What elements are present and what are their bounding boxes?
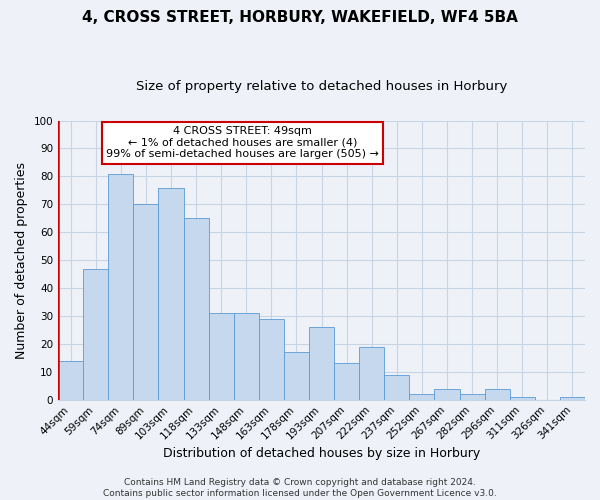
Bar: [233, 313, 259, 400]
Bar: [133, 204, 158, 400]
Bar: [259, 319, 284, 400]
Bar: [560, 397, 585, 400]
Text: 4, CROSS STREET, HORBURY, WAKEFIELD, WF4 5BA: 4, CROSS STREET, HORBURY, WAKEFIELD, WF4…: [82, 10, 518, 25]
Bar: [209, 313, 233, 400]
Bar: [434, 388, 460, 400]
Y-axis label: Number of detached properties: Number of detached properties: [15, 162, 28, 358]
Bar: [334, 364, 359, 400]
Bar: [108, 174, 133, 400]
Title: Size of property relative to detached houses in Horbury: Size of property relative to detached ho…: [136, 80, 507, 93]
Bar: [384, 374, 409, 400]
Bar: [409, 394, 434, 400]
Bar: [184, 218, 209, 400]
Bar: [83, 268, 108, 400]
Bar: [359, 346, 384, 400]
Bar: [284, 352, 309, 400]
Bar: [510, 397, 535, 400]
Bar: [460, 394, 485, 400]
X-axis label: Distribution of detached houses by size in Horbury: Distribution of detached houses by size …: [163, 447, 480, 460]
Bar: [309, 327, 334, 400]
Bar: [58, 360, 83, 400]
Bar: [485, 388, 510, 400]
Bar: [158, 188, 184, 400]
Text: 4 CROSS STREET: 49sqm
← 1% of detached houses are smaller (4)
99% of semi-detach: 4 CROSS STREET: 49sqm ← 1% of detached h…: [106, 126, 379, 160]
Text: Contains HM Land Registry data © Crown copyright and database right 2024.
Contai: Contains HM Land Registry data © Crown c…: [103, 478, 497, 498]
